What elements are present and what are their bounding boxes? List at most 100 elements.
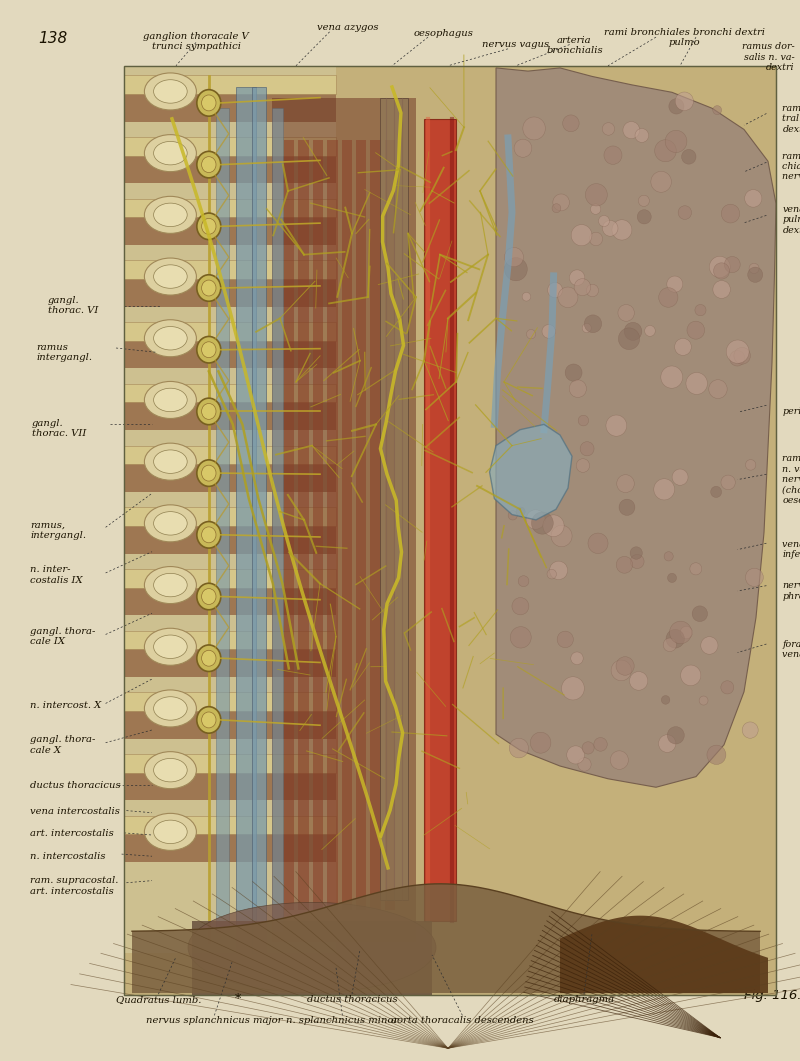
Bar xyxy=(313,140,323,910)
Ellipse shape xyxy=(144,690,197,727)
Text: nervus
phrenicus: nervus phrenicus xyxy=(782,581,800,601)
Text: gangl.
thorac. VI: gangl. thorac. VI xyxy=(48,296,98,315)
Ellipse shape xyxy=(522,293,530,301)
Ellipse shape xyxy=(570,651,583,664)
Ellipse shape xyxy=(710,257,730,278)
Ellipse shape xyxy=(654,479,674,500)
Bar xyxy=(124,66,776,995)
Bar xyxy=(124,260,336,279)
Ellipse shape xyxy=(144,135,197,172)
Bar xyxy=(124,198,336,218)
Ellipse shape xyxy=(658,734,676,752)
Bar xyxy=(124,693,336,711)
Ellipse shape xyxy=(574,279,590,296)
Bar xyxy=(124,446,336,464)
Ellipse shape xyxy=(584,315,602,333)
Polygon shape xyxy=(496,68,776,787)
Ellipse shape xyxy=(202,527,216,543)
Text: gangl. thora-
cale X: gangl. thora- cale X xyxy=(30,735,96,754)
Ellipse shape xyxy=(638,195,650,207)
Bar xyxy=(124,323,336,341)
Ellipse shape xyxy=(197,213,221,240)
Text: n. intercost. X: n. intercost. X xyxy=(30,701,102,710)
Bar xyxy=(236,87,256,953)
Ellipse shape xyxy=(624,323,642,341)
Ellipse shape xyxy=(749,263,759,274)
Text: ramus,
intergangl.: ramus, intergangl. xyxy=(30,521,86,540)
Text: rami bronchiales bronchi dextri
pulmo: rami bronchiales bronchi dextri pulmo xyxy=(603,28,765,47)
Ellipse shape xyxy=(692,606,707,622)
Bar xyxy=(124,218,336,245)
Bar xyxy=(272,98,416,942)
Ellipse shape xyxy=(675,92,694,110)
Ellipse shape xyxy=(666,629,684,648)
Bar xyxy=(124,711,336,738)
Bar xyxy=(124,464,336,492)
Ellipse shape xyxy=(576,458,590,472)
Ellipse shape xyxy=(510,738,529,758)
Ellipse shape xyxy=(714,263,730,279)
Ellipse shape xyxy=(154,80,187,103)
Ellipse shape xyxy=(144,505,197,542)
Ellipse shape xyxy=(745,190,762,207)
Ellipse shape xyxy=(197,90,221,117)
Ellipse shape xyxy=(658,288,678,308)
Ellipse shape xyxy=(598,215,610,227)
Ellipse shape xyxy=(682,150,696,164)
Ellipse shape xyxy=(590,204,601,214)
Ellipse shape xyxy=(594,737,607,751)
Ellipse shape xyxy=(202,280,216,296)
Ellipse shape xyxy=(505,258,527,281)
Text: n. intercostalis: n. intercostalis xyxy=(30,852,106,860)
Ellipse shape xyxy=(616,556,633,573)
Ellipse shape xyxy=(202,650,216,666)
Ellipse shape xyxy=(681,665,701,685)
Bar xyxy=(124,649,336,677)
Ellipse shape xyxy=(748,267,762,282)
Ellipse shape xyxy=(188,902,436,993)
Ellipse shape xyxy=(665,131,687,153)
Bar xyxy=(124,772,336,800)
Text: ramus dor-
salis n. va-
dextri: ramus dor- salis n. va- dextri xyxy=(742,42,794,72)
Ellipse shape xyxy=(721,475,735,490)
Bar xyxy=(124,279,336,307)
Ellipse shape xyxy=(709,380,727,399)
Text: ductus thoracicus: ductus thoracicus xyxy=(306,995,398,1004)
Ellipse shape xyxy=(526,509,545,529)
Text: ram. supracostal.
art. intercostalis: ram. supracostal. art. intercostalis xyxy=(30,876,118,895)
Ellipse shape xyxy=(526,330,536,338)
Text: Quadratus lumb.: Quadratus lumb. xyxy=(116,995,201,1004)
Ellipse shape xyxy=(746,459,756,470)
Ellipse shape xyxy=(578,758,591,771)
Text: oesophagus: oesophagus xyxy=(414,29,474,37)
Text: ductus thoracicus: ductus thoracicus xyxy=(30,781,121,789)
Ellipse shape xyxy=(618,328,640,350)
Ellipse shape xyxy=(602,221,618,237)
Ellipse shape xyxy=(690,562,702,575)
Ellipse shape xyxy=(670,621,692,644)
Ellipse shape xyxy=(582,324,591,333)
Ellipse shape xyxy=(580,441,594,456)
Ellipse shape xyxy=(154,636,187,659)
Text: pericard.: pericard. xyxy=(782,407,800,416)
Ellipse shape xyxy=(586,284,598,297)
Ellipse shape xyxy=(724,257,740,273)
Ellipse shape xyxy=(710,486,722,498)
Ellipse shape xyxy=(664,552,674,561)
Ellipse shape xyxy=(687,321,705,340)
Ellipse shape xyxy=(701,637,718,655)
Text: vena intercostalis: vena intercostalis xyxy=(30,807,120,816)
Ellipse shape xyxy=(565,364,582,381)
Ellipse shape xyxy=(154,203,187,227)
Ellipse shape xyxy=(518,576,529,587)
Ellipse shape xyxy=(734,347,750,364)
Ellipse shape xyxy=(144,443,197,481)
Ellipse shape xyxy=(197,584,221,610)
Ellipse shape xyxy=(550,561,568,579)
Text: ramus
intergangl.: ramus intergangl. xyxy=(36,343,92,362)
Text: nervus splanchnicus major: nervus splanchnicus major xyxy=(146,1016,282,1025)
Ellipse shape xyxy=(154,573,187,596)
Ellipse shape xyxy=(197,152,221,178)
Ellipse shape xyxy=(619,499,635,516)
Ellipse shape xyxy=(514,139,532,157)
